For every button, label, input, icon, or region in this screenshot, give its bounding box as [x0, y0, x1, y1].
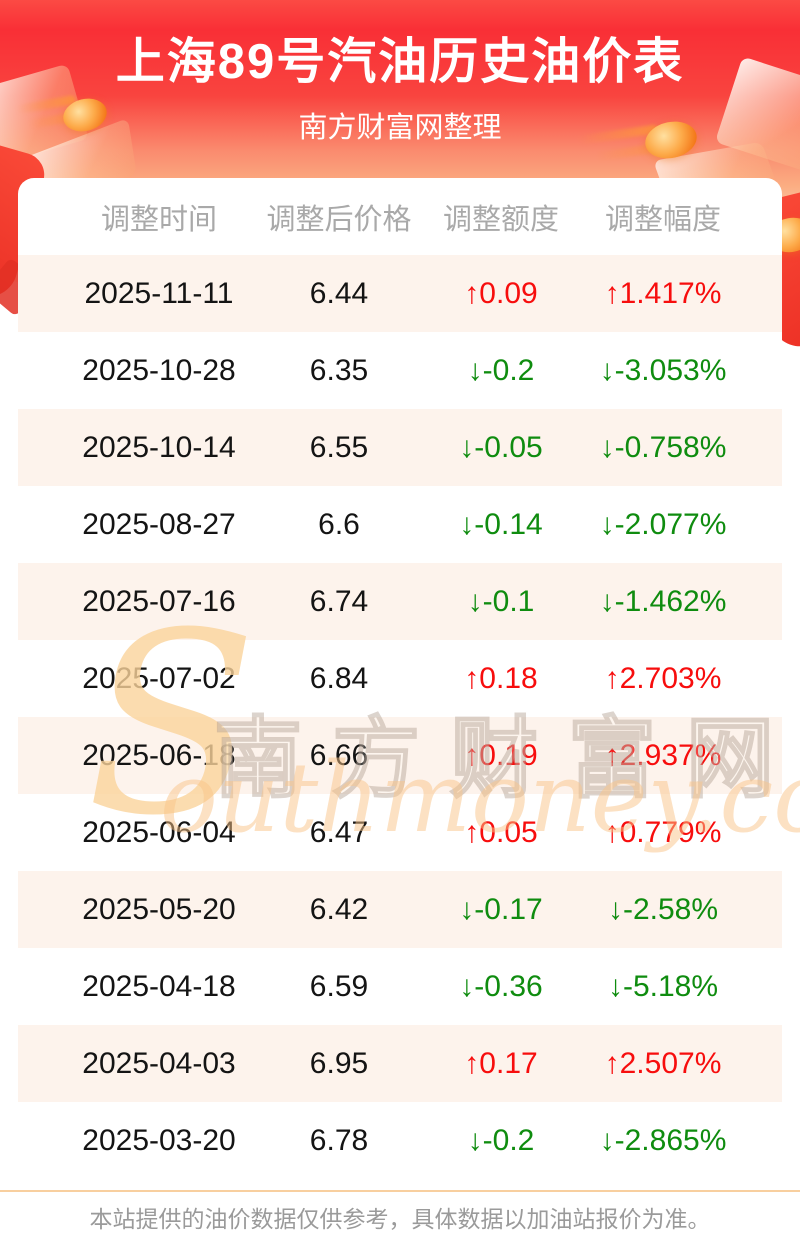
change-amount-cell: ↓-0.36 [459, 969, 543, 1003]
column-header-change: 调整额度 [442, 203, 560, 236]
change-percent-cell: ↑0.779% [604, 815, 722, 849]
change-percent-cell: ↓-0.758% [599, 430, 727, 464]
change-percent-cell: ↓-3.053% [599, 353, 727, 387]
change-amount-cell: ↑0.05 [464, 815, 538, 849]
adjusted-price-cell: 6.44 [309, 276, 369, 310]
footer-disclaimer: 本站提供的油价数据仅供参考，具体数据以加油站报价为准。 [89, 1206, 711, 1232]
table-header-row: 调整时间 调整后价格 调整额度 调整幅度 [18, 178, 782, 255]
adjusted-price-cell: 6.84 [309, 661, 369, 695]
change-percent-cell: ↑2.703% [604, 661, 722, 695]
table-row: 2025-08-27 6.6 ↓-0.14 ↓-2.077% [18, 486, 782, 563]
adjusted-price-cell: 6.74 [309, 584, 369, 618]
table-row: 2025-04-03 6.95 ↑0.17 ↑2.507% [18, 1025, 782, 1102]
adjust-date-cell: 2025-10-28 [82, 353, 236, 387]
change-percent-cell: ↑2.507% [604, 1046, 722, 1080]
adjusted-price-cell: 6.35 [309, 353, 369, 387]
table-row: 2025-07-02 6.84 ↑0.18 ↑2.703% [18, 640, 782, 717]
table-row: 2025-03-20 6.78 ↓-0.2 ↓-2.865% [18, 1102, 782, 1179]
change-amount-cell: ↓-0.1 [467, 584, 535, 618]
page-subtitle: 南方财富网整理 [298, 112, 502, 144]
change-amount-cell: ↓-0.2 [467, 353, 535, 387]
adjusted-price-cell: 6.78 [309, 1123, 369, 1157]
price-table-card: 调整时间 调整后价格 调整额度 调整幅度 2025-11-11 6.44 ↑0.… [18, 178, 782, 1179]
adjust-date-cell: 2025-06-18 [82, 738, 236, 772]
column-header-price: 调整后价格 [266, 203, 412, 236]
adjust-date-cell: 2025-11-11 [84, 276, 234, 310]
adjusted-price-cell: 6.47 [309, 815, 369, 849]
adjust-date-cell: 2025-07-02 [82, 661, 236, 695]
change-percent-cell: ↓-5.18% [607, 969, 719, 1003]
change-percent-cell: ↑2.937% [604, 738, 722, 772]
column-header-percent: 调整幅度 [604, 203, 722, 236]
table-row: 2025-04-18 6.59 ↓-0.36 ↓-5.18% [18, 948, 782, 1025]
adjusted-price-cell: 6.6 [318, 507, 360, 541]
adjusted-price-cell: 6.42 [309, 892, 369, 926]
change-amount-cell: ↓-0.05 [459, 430, 543, 464]
adjust-date-cell: 2025-05-20 [82, 892, 236, 926]
adjust-date-cell: 2025-03-20 [82, 1123, 236, 1157]
change-amount-cell: ↑0.09 [464, 276, 538, 310]
adjusted-price-cell: 6.66 [309, 738, 369, 772]
table-row: 2025-06-18 6.66 ↑0.19 ↑2.937% [18, 717, 782, 794]
table-row: 2025-06-04 6.47 ↑0.05 ↑0.779% [18, 794, 782, 871]
table-row: 2025-05-20 6.42 ↓-0.17 ↓-2.58% [18, 871, 782, 948]
table-row: 2025-10-28 6.35 ↓-0.2 ↓-3.053% [18, 332, 782, 409]
change-percent-cell: ↓-2.865% [599, 1123, 727, 1157]
change-amount-cell: ↑0.19 [464, 738, 538, 772]
table-body: 2025-11-11 6.44 ↑0.09 ↑1.417% 2025-10-28… [18, 255, 782, 1179]
change-percent-cell: ↓-2.077% [599, 507, 727, 541]
change-amount-cell: ↓-0.14 [459, 507, 543, 541]
adjust-date-cell: 2025-07-16 [82, 584, 236, 618]
adjust-date-cell: 2025-06-04 [82, 815, 236, 849]
adjust-date-cell: 2025-04-03 [82, 1046, 236, 1080]
change-percent-cell: ↑1.417% [604, 276, 722, 310]
adjust-date-cell: 2025-10-14 [82, 430, 236, 464]
adjusted-price-cell: 6.59 [309, 969, 369, 1003]
change-amount-cell: ↓-0.17 [459, 892, 543, 926]
adjusted-price-cell: 6.55 [309, 430, 369, 464]
change-percent-cell: ↓-1.462% [599, 584, 727, 618]
footer-divider [0, 1190, 800, 1192]
adjust-date-cell: 2025-08-27 [82, 507, 236, 541]
table-row: 2025-07-16 6.74 ↓-0.1 ↓-1.462% [18, 563, 782, 640]
page-title: 上海89号汽油历史油价表 [115, 35, 685, 89]
column-header-date: 调整时间 [100, 203, 218, 236]
table-row: 2025-11-11 6.44 ↑0.09 ↑1.417% [18, 255, 782, 332]
table-row: 2025-10-14 6.55 ↓-0.05 ↓-0.758% [18, 409, 782, 486]
change-amount-cell: ↓-0.2 [467, 1123, 535, 1157]
change-amount-cell: ↑0.17 [464, 1046, 538, 1080]
change-amount-cell: ↑0.18 [464, 661, 538, 695]
change-percent-cell: ↓-2.58% [607, 892, 719, 926]
adjust-date-cell: 2025-04-18 [82, 969, 236, 1003]
adjusted-price-cell: 6.95 [309, 1046, 369, 1080]
